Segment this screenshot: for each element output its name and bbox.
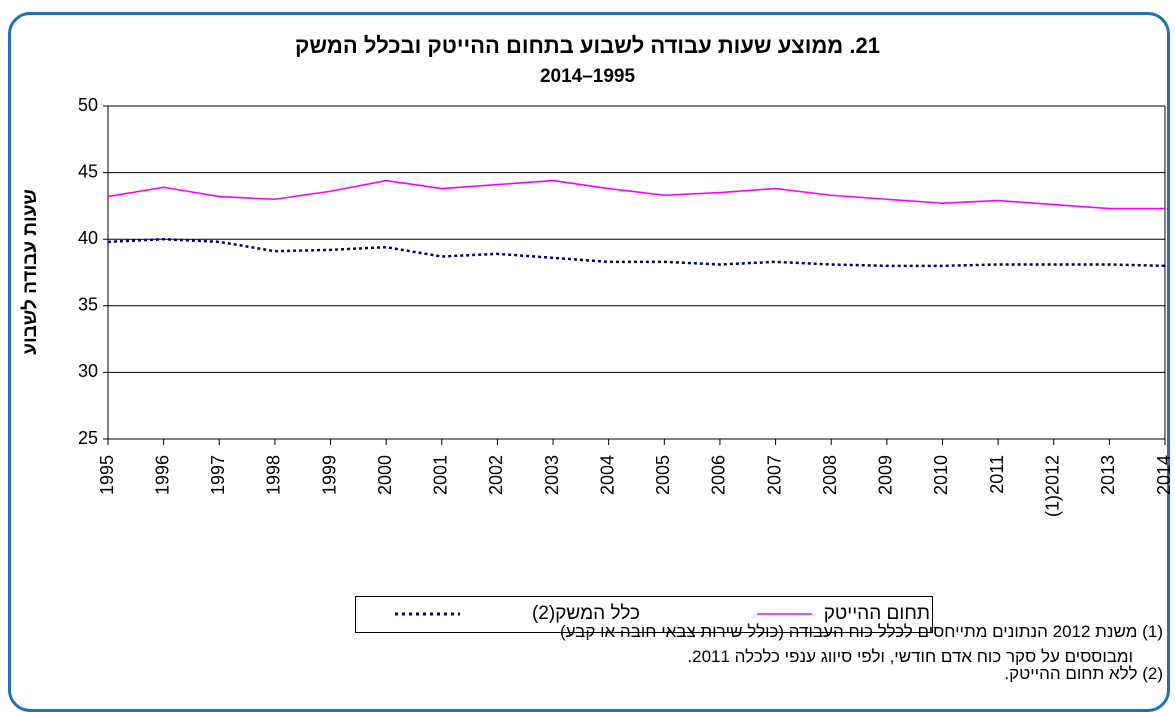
y-tick-label: 30: [78, 361, 98, 381]
data-line: [107, 237, 1166, 268]
y-tick-label: 35: [78, 295, 98, 315]
x-tick-label: 1999: [319, 455, 339, 495]
y-tick-label: 45: [78, 161, 98, 181]
x-tick-label: 1998: [264, 455, 284, 495]
chart: 25 30 35 40 45 50 1995 1996 1997 1998 1999 2000 2001…: [78, 95, 1174, 616]
x-tick-label: 2004: [597, 455, 617, 495]
legend: [355, 596, 933, 633]
x-tick-label: 2001: [431, 455, 451, 495]
y-tick-label: 50: [78, 95, 98, 115]
x-tick-label: 1995: [97, 455, 117, 495]
x-tick-label: 2009: [876, 455, 896, 495]
chart-title: 21. ממוצע שעות עבודה לשבוע בתחום ההייטק …: [295, 33, 880, 58]
x-tick-label: 2014: [1154, 455, 1174, 495]
x-tick-label: 2011: [987, 455, 1007, 494]
y-tick-label: 25: [78, 428, 98, 448]
legend-label: תחום ההייטק: [823, 603, 930, 624]
x-tick-label: 2003: [542, 455, 562, 495]
x-tick-label: 2008: [820, 455, 840, 495]
y-tick-label: 40: [78, 228, 98, 248]
x-tick-label: 1997: [208, 455, 228, 495]
x-tick-label: (1)2012: [1042, 455, 1062, 517]
x-tick-label: 2010: [931, 455, 951, 495]
data-line: [107, 179, 1165, 210]
x-tick-label: 2000: [375, 455, 395, 495]
x-tick-label: 2002: [486, 455, 506, 495]
footnote: (2) ללא תחום ההייטק.: [1004, 664, 1163, 683]
x-tick-label: 2013: [1098, 455, 1118, 495]
x-tick-label: 2007: [764, 455, 784, 495]
x-tick-label: 2005: [653, 455, 673, 495]
page: {"chart_data": {"type": "line", "title":…: [8, 12, 1174, 712]
x-tick-label: 2006: [709, 455, 729, 495]
footnote: ומבוססים על סקר כוח אדם חודשי, ולפי סיוו…: [687, 647, 1133, 666]
chart-subtitle: 2014–1995: [539, 66, 636, 87]
x-tick-label: 1996: [152, 455, 172, 495]
footnote: (1) משנת 2012 הנתונים מתייחסים לכלל כוח …: [559, 622, 1163, 641]
legend-label: כלל המשק(2): [531, 603, 640, 624]
